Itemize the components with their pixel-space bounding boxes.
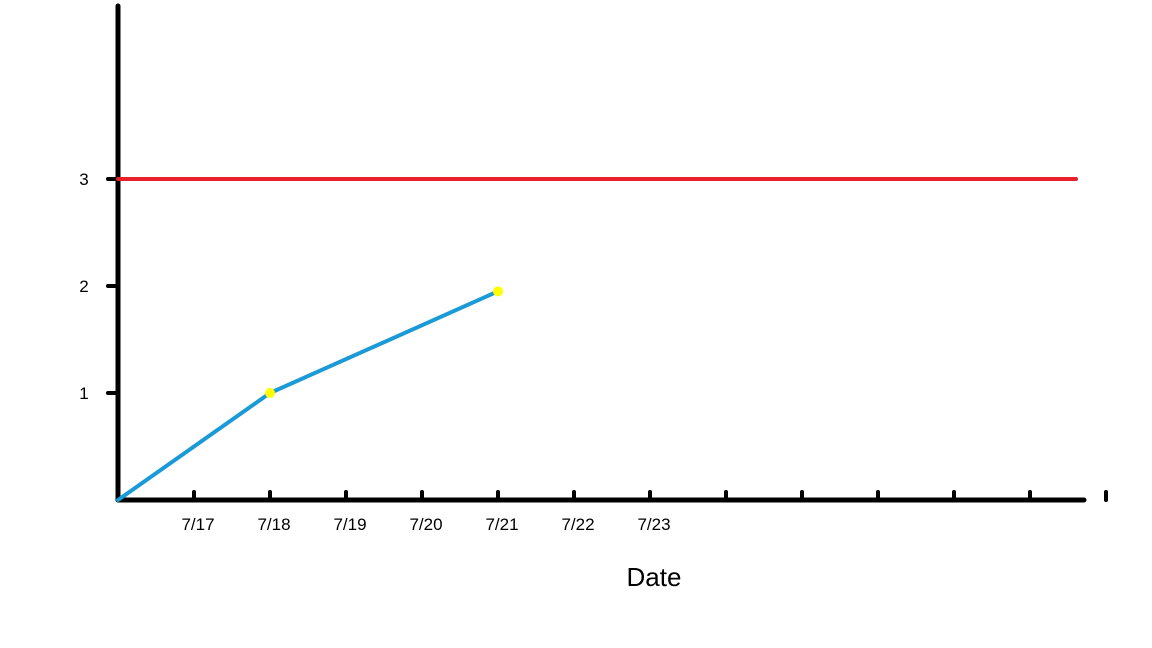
x-tick-label: 7/21 (485, 515, 518, 534)
series-line (116, 289, 500, 502)
x-tick-label: 7/23 (637, 515, 670, 534)
x-tick-label: 7/20 (409, 515, 442, 534)
data-point (493, 286, 503, 297)
y-tick-label: 3 (79, 170, 88, 189)
x-axis-title: Date (627, 562, 682, 592)
x-tick-label: 7/17 (181, 515, 214, 534)
x-tick-label: 7/19 (333, 515, 366, 534)
y-tick-label: 1 (79, 384, 88, 403)
x-tick-label: 7/22 (561, 515, 594, 534)
y-tick-label: 2 (79, 277, 88, 296)
data-point (265, 388, 275, 398)
x-tick-label: 7/18 (257, 515, 290, 534)
